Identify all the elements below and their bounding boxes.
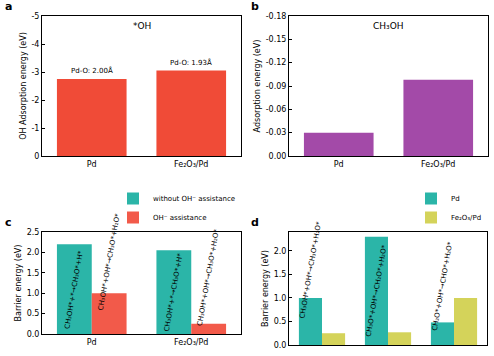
svg-text:-2: -2 <box>31 96 39 105</box>
svg-text:Fe₂O₃/Pd: Fe₂O₃/Pd <box>421 160 455 169</box>
svg-text:without OH⁻ assistance: without OH⁻ assistance <box>153 195 235 203</box>
svg-text:-0.03: -0.03 <box>266 128 287 137</box>
svg-text:CH₃OH*+*→CH₃O*+H*: CH₃OH*+*→CH₃O*+H* <box>63 250 85 330</box>
svg-text:-0.09: -0.09 <box>266 82 287 91</box>
svg-text:Pd: Pd <box>87 160 97 169</box>
svg-text:1.5: 1.5 <box>27 269 40 278</box>
svg-text:0.00: 0.00 <box>269 152 287 161</box>
svg-text:Pd: Pd <box>87 338 97 347</box>
svg-text:1.0: 1.0 <box>27 289 40 298</box>
svg-text:1.0: 1.0 <box>274 294 287 303</box>
svg-text:*OH: *OH <box>133 21 151 31</box>
svg-text:Pd: Pd <box>451 195 460 203</box>
svg-text:2.0: 2.0 <box>274 247 287 256</box>
svg-text:CH₃O*+OH*→CH₂O*+H₂O*: CH₃O*+OH*→CH₂O*+H₂O* <box>365 244 389 337</box>
svg-text:CH₃OH*+*→CH₃O*+H*: CH₃OH*+*→CH₃O*+H* <box>163 252 185 332</box>
svg-text:2.5: 2.5 <box>27 228 40 237</box>
svg-text:Fe₂O₃/Pd: Fe₂O₃/Pd <box>174 160 208 169</box>
svg-text:Pd-O: 2.00Å: Pd-O: 2.00Å <box>71 66 113 75</box>
svg-text:CH₃OH*+OH*→CH₃O*+H₂O*: CH₃OH*+OH*→CH₃O*+H₂O* <box>97 212 122 311</box>
svg-text:1.5: 1.5 <box>274 270 287 279</box>
svg-text:0.5: 0.5 <box>27 309 40 318</box>
svg-text:Barrier energy (eV): Barrier energy (eV) <box>14 245 23 322</box>
svg-text:a: a <box>5 0 12 13</box>
svg-text:c: c <box>5 216 12 229</box>
svg-text:Pd-O: 1.93Å: Pd-O: 1.93Å <box>170 58 212 67</box>
svg-text:-0.15: -0.15 <box>266 35 287 44</box>
svg-text:-3: -3 <box>31 68 39 77</box>
svg-text:-5: -5 <box>31 12 39 21</box>
svg-text:-0.06: -0.06 <box>266 105 287 114</box>
svg-text:b: b <box>251 0 259 13</box>
svg-text:CH₂O*+OH*→CHO*+H₂O*: CH₂O*+OH*→CHO*+H₂O* <box>431 241 455 332</box>
svg-text:CH₃OH*+OH*→CH₃O*+H₂O*: CH₃OH*+OH*→CH₃O*+H₂O* <box>196 228 221 327</box>
svg-text:CH₃OH*+OH*→CH₃O*+H₂O*: CH₃OH*+OH*→CH₃O*+H₂O* <box>298 221 323 320</box>
svg-text:d: d <box>251 216 259 229</box>
svg-text:Adsorption energy (eV): Adsorption energy (eV) <box>253 40 262 133</box>
svg-text:CH₃OH: CH₃OH <box>373 21 404 31</box>
svg-text:-4: -4 <box>31 40 39 49</box>
svg-text:0: 0 <box>34 152 39 161</box>
svg-text:Barrier energy (eV): Barrier energy (eV) <box>261 250 270 327</box>
svg-text:OH⁻ assistance: OH⁻ assistance <box>153 214 207 222</box>
svg-text:0.0: 0.0 <box>27 330 40 339</box>
svg-text:0.0: 0.0 <box>274 341 287 350</box>
svg-text:Fe₂O₃/Pd: Fe₂O₃/Pd <box>174 338 208 347</box>
svg-text:-0.18: -0.18 <box>266 12 287 21</box>
svg-text:2.0: 2.0 <box>27 248 40 257</box>
svg-text:Fe₂O₃/Pd: Fe₂O₃/Pd <box>451 214 481 222</box>
svg-text:-0.12: -0.12 <box>266 58 287 67</box>
svg-text:Pd: Pd <box>334 160 344 169</box>
svg-text:OH Adsorption energy (eV): OH Adsorption energy (eV) <box>19 32 28 140</box>
svg-text:0.5: 0.5 <box>274 317 287 326</box>
svg-text:-1: -1 <box>31 124 39 133</box>
